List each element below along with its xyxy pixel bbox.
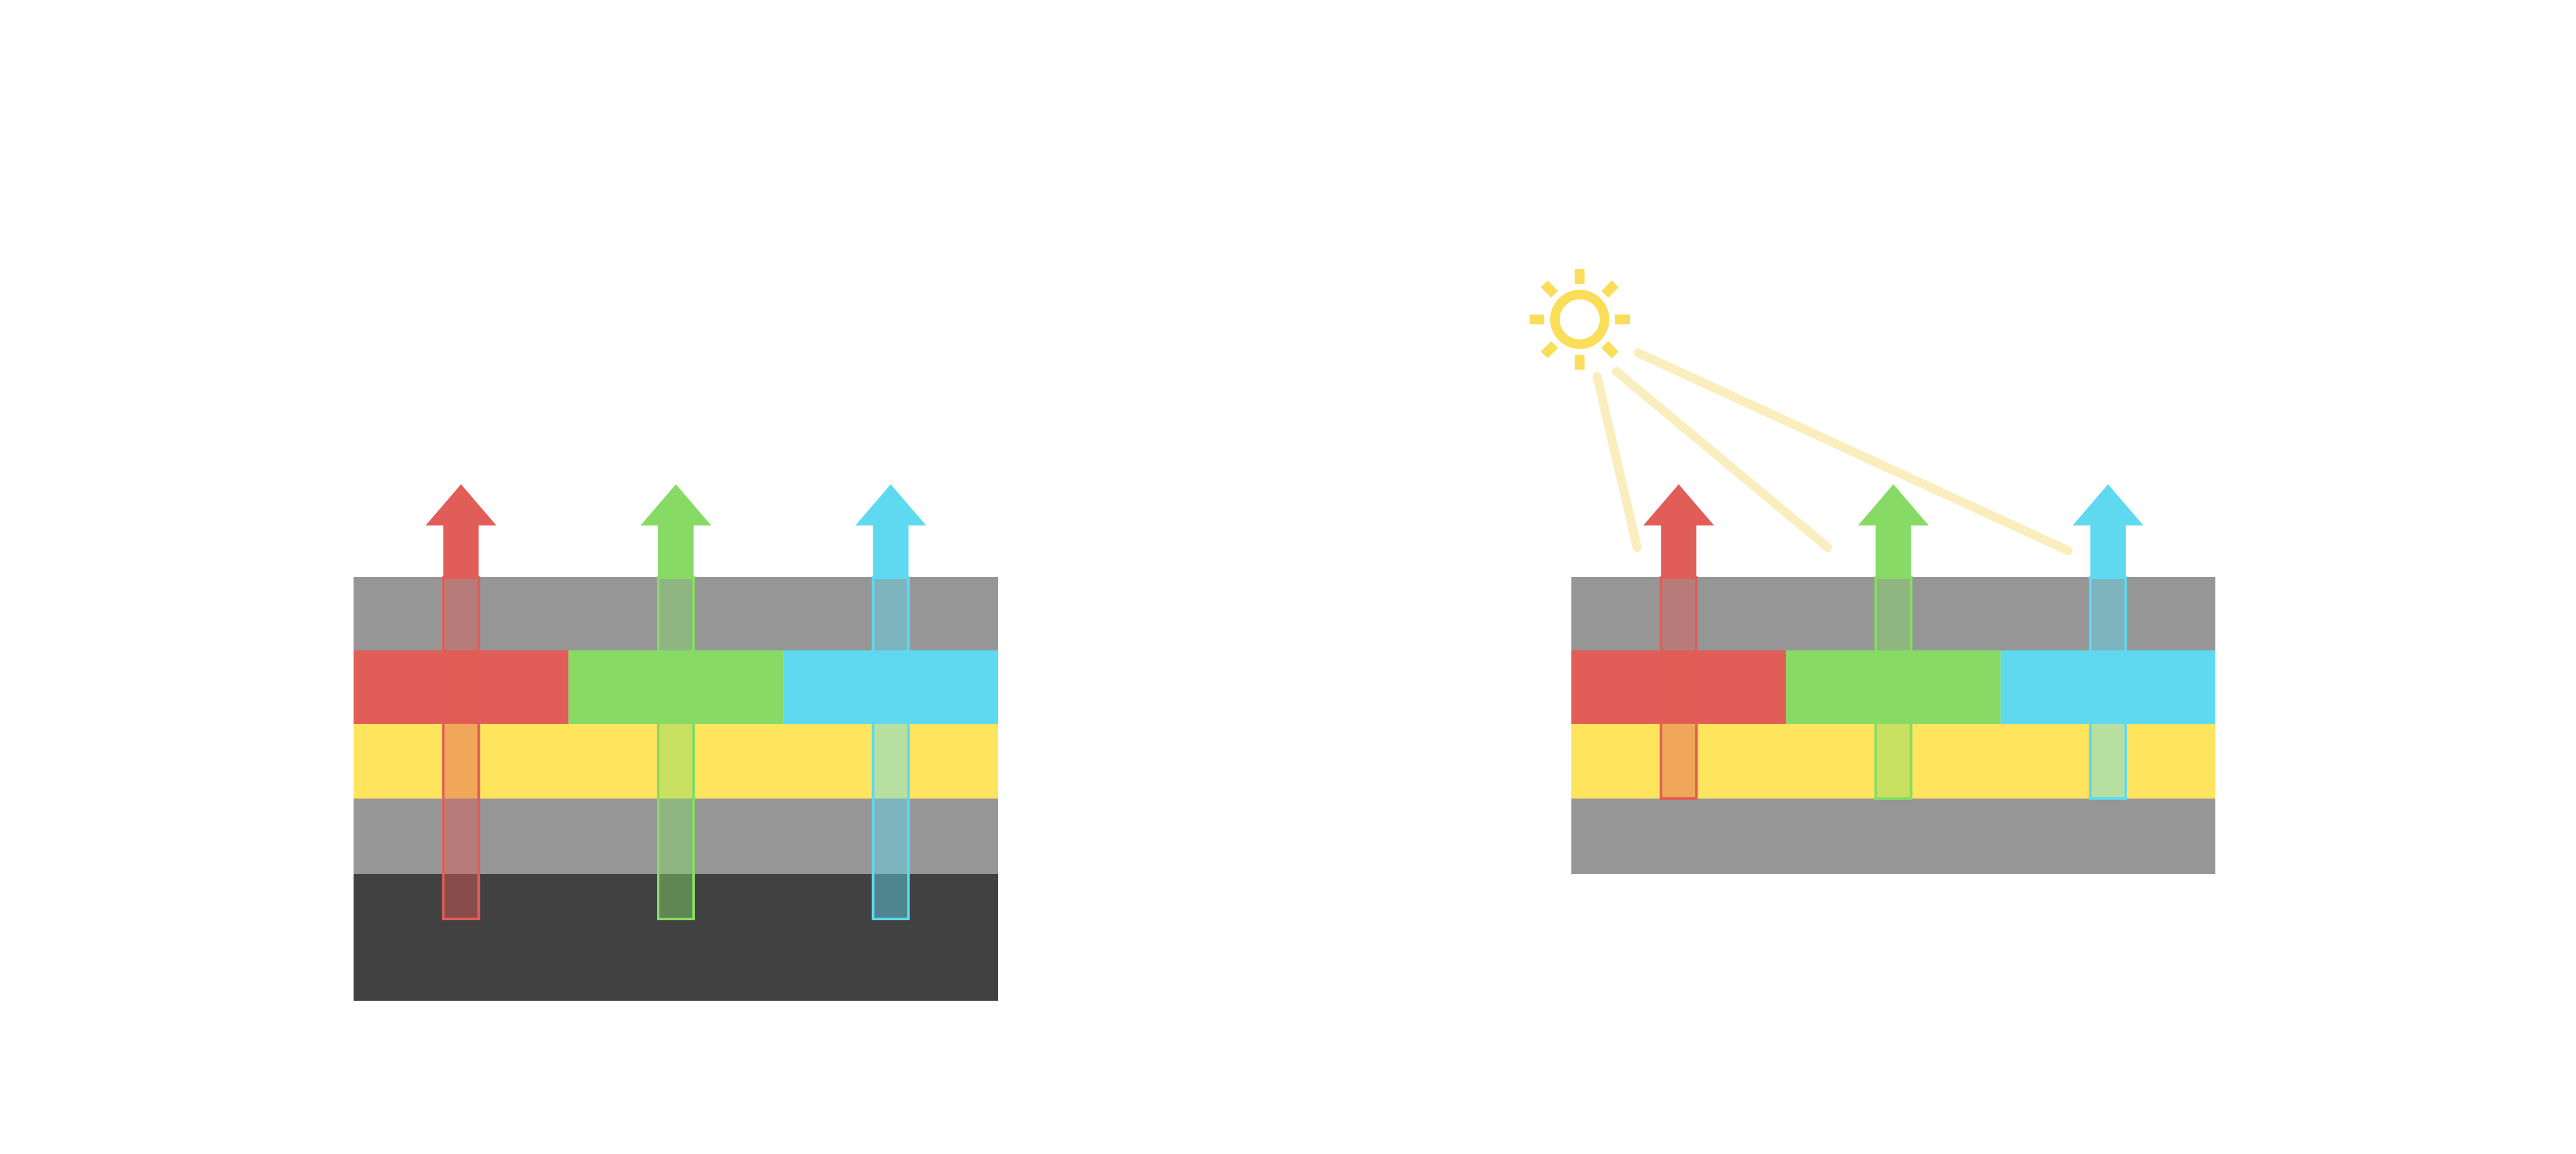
reflective-stack (1530, 269, 2215, 874)
backlit-stack-subpixel-red (354, 650, 569, 724)
reflective-stack-red-light-beam (1660, 576, 1698, 800)
reflective-stack-subpixel-blue (2000, 650, 2215, 724)
backlit-stack-yellow-layer (354, 724, 998, 799)
backlit-stack-blue-light-beam (871, 576, 910, 920)
sunlight-ray (1634, 348, 2072, 555)
reflective-stack-subpixel-red (1571, 650, 1786, 724)
reflective-stack-green-light-beam (1874, 576, 1913, 800)
backlit-stack-backlight-layer (354, 874, 998, 1001)
reflective-stack-red-light-arrow (1643, 484, 1714, 579)
sun-tick (1601, 280, 1619, 298)
backlit-stack-lower-gray-layer (354, 799, 998, 874)
reflective-stack-lower-gray-layer (1571, 799, 2215, 874)
reflective-stack-yellow-layer (1571, 724, 2215, 799)
reflective-stack-blue-light-arrow (2072, 484, 2144, 579)
reflective-stack-top-gray-layer (1571, 577, 2215, 650)
sun-tick (1601, 341, 1619, 359)
backlit-stack-green-light-arrow (640, 484, 712, 579)
backlit-stack-red-light-beam (442, 576, 480, 920)
backlit-stack-subpixel-green (568, 650, 784, 724)
backlit-stack-red-light-arrow (425, 484, 497, 579)
sun-ring (1550, 290, 1609, 349)
backlit-stack-subpixel-blue (783, 650, 998, 724)
backlit-stack (354, 484, 998, 1001)
reflective-stack-subpixel-green (1786, 650, 2001, 724)
backlit-stack-top-gray-layer (354, 577, 998, 650)
backlit-stack-green-light-beam (657, 576, 695, 920)
sun-tick (1540, 341, 1558, 359)
reflective-stack-green-light-arrow (1858, 484, 1929, 579)
sun-tick (1540, 280, 1558, 298)
reflective-stack-blue-light-beam (2088, 576, 2127, 800)
sun-icon (1530, 269, 1630, 370)
backlit-stack-blue-light-arrow (855, 484, 927, 579)
sunlight-ray (1593, 372, 1642, 552)
sunlight-ray (1612, 367, 1832, 552)
